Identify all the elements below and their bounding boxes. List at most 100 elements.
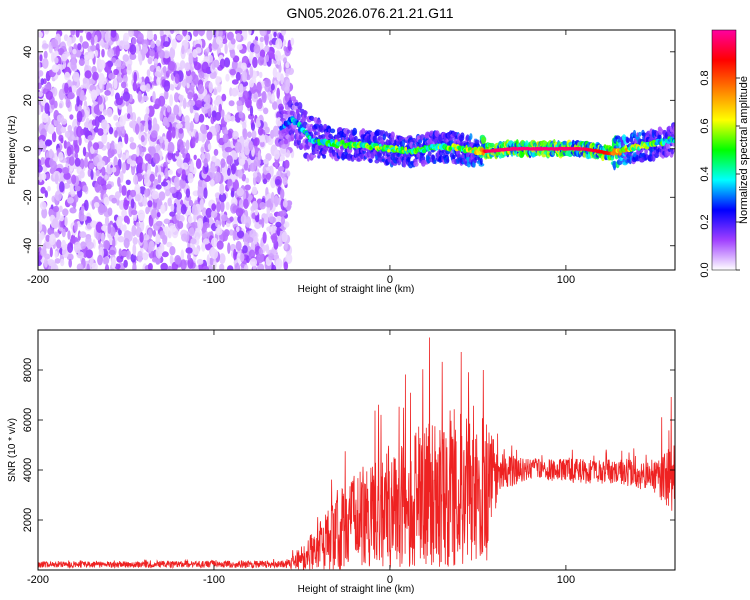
noise-cell (271, 233, 278, 244)
noise-cell (211, 237, 218, 248)
noise-cell (107, 222, 111, 235)
noise-cell (169, 225, 177, 233)
noise-cell (47, 227, 55, 236)
noise-cell (176, 203, 183, 216)
noise-cell (110, 149, 115, 157)
noise-cell (38, 164, 43, 173)
noise-cell (111, 57, 116, 63)
noise-cell (176, 158, 184, 168)
noise-cell (77, 251, 84, 259)
noise-cell (185, 139, 190, 151)
noise-cell (80, 241, 87, 250)
noise-cell (91, 199, 96, 210)
noise-cell (280, 216, 286, 225)
noise-cell (67, 124, 73, 133)
noise-cell (230, 190, 235, 198)
noise-cell (42, 243, 47, 255)
noise-cell (79, 35, 83, 43)
signal-halo-cell (361, 128, 366, 135)
noise-cell (164, 167, 169, 180)
signal-halo-cell (302, 110, 308, 116)
noise-cell (57, 48, 65, 56)
noise-cell (265, 216, 269, 224)
noise-cell (262, 231, 267, 244)
noise-cell (215, 36, 223, 45)
noise-cell (92, 71, 99, 81)
noise-cell (252, 56, 258, 69)
noise-cell (180, 259, 187, 270)
noise-cell (133, 174, 138, 185)
noise-cell (150, 130, 158, 139)
noise-cell (232, 179, 239, 192)
noise-cell (242, 128, 248, 140)
spectrogram-y-label: Frequency (Hz) (7, 116, 18, 185)
noise-cell (179, 101, 184, 107)
noise-cell (182, 97, 187, 110)
noise-cell (73, 241, 81, 253)
noise-cell (275, 38, 283, 50)
noise-cell (239, 83, 244, 93)
noise-cell (64, 82, 69, 94)
noise-cell (141, 162, 146, 172)
noise-cell (261, 91, 267, 103)
noise-cell (178, 179, 186, 189)
colorbar-tick-label: 0.4 (699, 166, 711, 181)
noise-cell (113, 114, 119, 121)
noise-cell (228, 100, 235, 107)
noise-cell (214, 171, 221, 183)
noise-cell (51, 51, 55, 63)
noise-cell (150, 40, 155, 49)
noise-cell (169, 186, 177, 194)
noise-cell (66, 146, 72, 157)
noise-cell (106, 141, 111, 150)
noise-cell (268, 33, 273, 41)
noise-cell (67, 92, 75, 100)
noise-cell (249, 79, 254, 88)
noise-cell (258, 97, 263, 107)
noise-cell (229, 68, 237, 76)
noise-cell (271, 264, 277, 270)
signal-halo-cell (638, 131, 642, 137)
noise-cell (98, 59, 106, 70)
noise-cell (251, 129, 257, 140)
noise-cell (111, 257, 117, 269)
noise-cell (187, 253, 191, 261)
signal-halo-cell (345, 136, 350, 144)
snr-y-tick-label: 2000 (22, 508, 34, 532)
noise-cell (243, 198, 249, 210)
noise-cell (233, 216, 238, 223)
snr-y-label: SNR (10 * v/v) (7, 418, 18, 482)
noise-cell (206, 30, 213, 41)
noise-cell (84, 70, 92, 79)
noise-cell (232, 152, 239, 160)
noise-cell (111, 197, 117, 204)
noise-cell (41, 112, 49, 123)
noise-cell (76, 110, 83, 123)
signal-halo-cell (406, 156, 411, 163)
noise-cell (82, 146, 87, 157)
noise-cell (156, 77, 161, 86)
noise-cell (276, 87, 281, 100)
noise-cell (97, 95, 103, 105)
noise-cell (167, 169, 173, 175)
noise-cell (185, 247, 193, 254)
noise-cell (187, 257, 194, 269)
noise-cell (82, 185, 88, 193)
noise-cell (254, 209, 259, 216)
noise-cell (90, 169, 94, 181)
signal-halo-cell (612, 160, 617, 169)
noise-cell (162, 234, 168, 245)
noise-cell (167, 197, 172, 207)
signal-halo-cell (346, 129, 351, 134)
noise-cell (261, 217, 265, 229)
spectrogram-x-label: Height of straight line (km) (298, 284, 415, 295)
noise-cell (44, 190, 48, 198)
signal-halo-cell (281, 144, 287, 150)
noise-cell (243, 30, 248, 41)
noise-cell (147, 200, 153, 208)
noise-cell (101, 131, 108, 144)
noise-cell (47, 124, 55, 135)
noise-cell (143, 234, 150, 241)
noise-cell (83, 199, 89, 211)
noise-cell (130, 253, 137, 263)
